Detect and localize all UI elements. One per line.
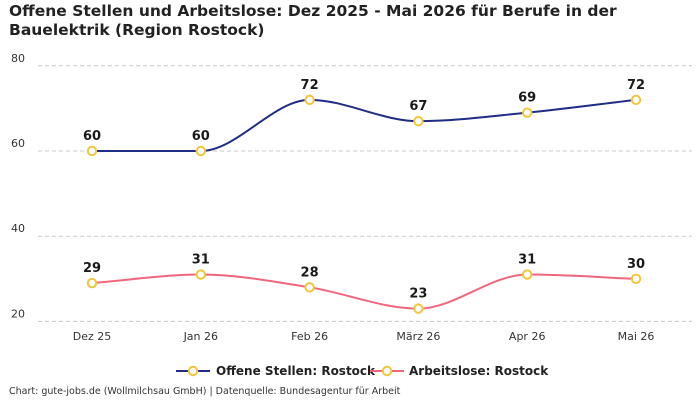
y-tick-label: 20 [11, 307, 25, 320]
legend-item-offene-stellen[interactable]: Offene Stellen: Rostock [176, 364, 376, 378]
data-label: 23 [409, 287, 427, 302]
data-label: 29 [83, 261, 101, 276]
data-point[interactable] [86, 277, 98, 289]
data-label: 31 [518, 253, 536, 268]
data-point[interactable] [522, 107, 533, 118]
data-label: 60 [192, 129, 210, 144]
y-tick-label: 60 [11, 137, 25, 150]
data-point[interactable] [195, 269, 207, 280]
data-point[interactable] [413, 303, 424, 314]
legend-marker-icon [381, 365, 393, 377]
series-line-offene-stellen [92, 98, 637, 152]
x-tick-label: Mai 26 [618, 330, 655, 343]
x-tick-label: Dez 25 [73, 330, 112, 343]
series-line-arbeitslose [91, 273, 637, 310]
legend-label: Arbeitslose: Rostock [409, 364, 549, 378]
y-tick-label: 40 [11, 222, 25, 235]
source-note: Chart: gute-jobs.de (Wollmilchsau GmbH) … [9, 386, 401, 397]
x-axis-ticks: Dez 25 Jan 26 Feb 26 März 26 Apr 26 Mai 26 [73, 330, 655, 343]
data-label: 67 [409, 99, 427, 114]
y-axis-ticks: 20 40 60 80 [11, 52, 25, 321]
data-point[interactable] [630, 273, 642, 284]
data-point[interactable] [304, 282, 315, 293]
data-label: 69 [518, 91, 536, 106]
data-label: 72 [627, 78, 645, 93]
data-label-layer: 60 60 72 67 69 72 29 31 28 23 31 30 [83, 78, 645, 302]
data-label: 60 [83, 129, 101, 144]
data-label: 72 [301, 78, 319, 93]
y-tick-label: 80 [11, 52, 25, 65]
chart-title: Offene Stellen und Arbeitslose: Dez 2025… [9, 2, 617, 39]
x-tick-label: Apr 26 [509, 330, 546, 343]
legend-label: Offene Stellen: Rostock [216, 364, 376, 378]
data-label: 31 [192, 253, 210, 268]
series-layer [86, 94, 642, 314]
x-tick-label: Jan 26 [183, 330, 218, 343]
data-point[interactable] [195, 145, 207, 157]
data-point[interactable] [86, 145, 98, 157]
data-point[interactable] [304, 94, 315, 106]
data-label: 28 [301, 265, 319, 280]
data-point[interactable] [522, 269, 533, 280]
legend-marker-icon [187, 365, 199, 377]
data-label: 30 [627, 257, 645, 272]
data-point[interactable] [413, 115, 424, 127]
x-tick-label: März 26 [396, 330, 440, 343]
data-point[interactable] [630, 94, 642, 106]
x-tick-label: Feb 26 [291, 330, 328, 343]
legend: Offene Stellen: Rostock Arbeitslose: Rost… [176, 364, 549, 378]
legend-item-arbeitslose[interactable]: Arbeitslose: Rostock [370, 364, 549, 378]
